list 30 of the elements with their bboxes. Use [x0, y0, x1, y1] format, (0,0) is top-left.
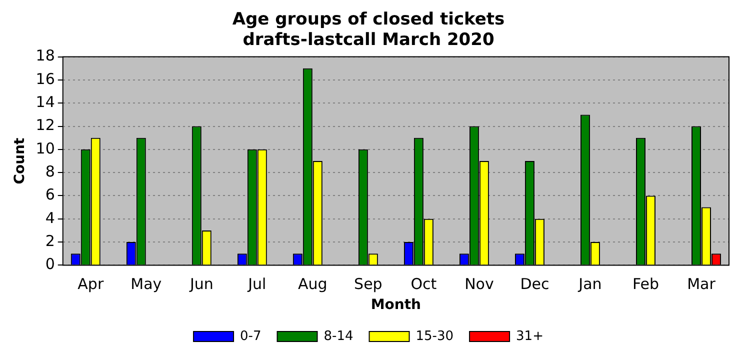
x-tick-label: Oct: [410, 275, 437, 294]
x-tick-label: Apr: [78, 275, 104, 294]
x-tick-label: May: [130, 275, 162, 294]
x-tick-label: Jun: [188, 275, 214, 294]
y-tick-label: 8: [45, 162, 55, 180]
y-tick-label: 10: [36, 139, 55, 158]
x-tick-label: Jul: [247, 275, 266, 294]
chart-subtitle: drafts-lastcall March 2020: [242, 30, 494, 50]
y-tick-label: 0: [45, 255, 55, 274]
y-tick-label: 2: [45, 232, 55, 250]
y-tick-label: 18: [36, 46, 55, 65]
legend-label: 31+: [516, 328, 544, 344]
y-tick-label: 6: [45, 186, 55, 204]
x-tick-label: Mar: [687, 275, 716, 294]
x-tick-label: Feb: [632, 275, 660, 294]
legend-label: 8-14: [324, 328, 354, 344]
x-tick-label: Aug: [298, 275, 328, 294]
y-tick-label: 16: [36, 70, 55, 88]
chart-title: Age groups of closed tickets: [232, 10, 505, 30]
y-axis-title: Count: [12, 137, 28, 184]
legend-label: 0-7: [240, 328, 262, 344]
x-tick-label: Dec: [520, 275, 550, 294]
y-tick-label: 12: [36, 116, 55, 134]
x-tick-label: Sep: [354, 275, 382, 294]
x-tick-label: Jan: [578, 275, 602, 294]
y-tick-label: 4: [45, 208, 55, 227]
y-tick-label: 14: [36, 93, 55, 111]
legend-label: 15-30: [416, 328, 454, 344]
x-axis-title: Month: [370, 297, 422, 314]
x-tick-label: Nov: [464, 275, 494, 294]
